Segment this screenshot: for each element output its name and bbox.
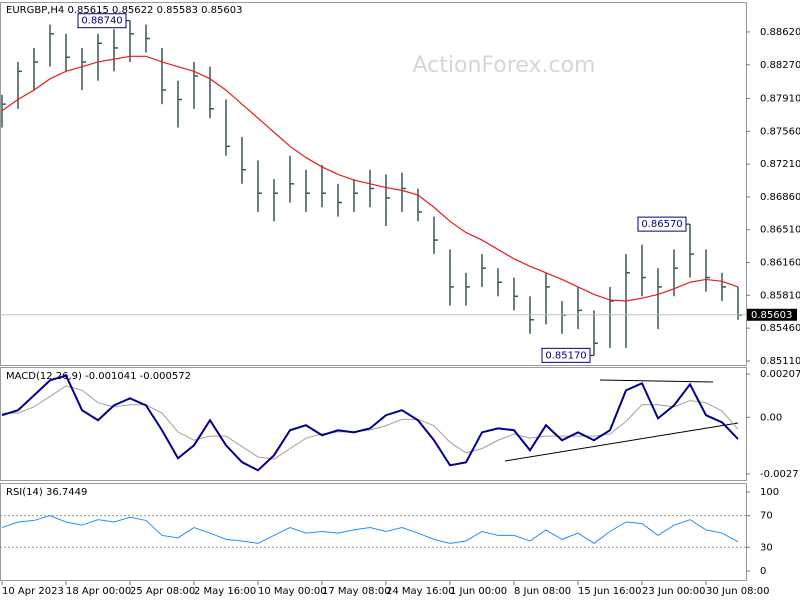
y-tick-label: 0.86160 <box>760 258 800 269</box>
pane-title: MACD(12,26,9) <box>6 371 82 382</box>
x-tick-label: 1 Jun 00:00 <box>450 586 507 597</box>
x-tick-label: 10 Apr 2023 <box>2 586 64 597</box>
y-tick-label: -0.002716 <box>760 469 800 480</box>
annotation-label: 0.85170 <box>545 350 586 361</box>
trend-line <box>504 422 739 462</box>
pane-title: EURGBP,H4 <box>6 5 64 16</box>
x-tick-label: 17 May 08:00 <box>322 586 391 597</box>
y-tick-label: 0.86510 <box>760 225 800 236</box>
y-tick-label: 0.85810 <box>760 290 800 301</box>
x-tick-label: 10 May 00:00 <box>258 586 327 597</box>
rsi-pane <box>0 483 747 581</box>
x-tick-label: 23 Jun 00:00 <box>642 586 706 597</box>
x-tick-label: 18 Apr 00:00 <box>66 586 131 597</box>
x-tick-label: 15 Jun 16:00 <box>578 586 642 597</box>
x-tick-label: 30 Jun 08:00 <box>706 586 770 597</box>
pane-header: RSI(14) 36.7449 <box>6 487 87 498</box>
y-tick-label: 0.88620 <box>760 27 800 38</box>
last-price-label: 0.85603 <box>751 310 792 321</box>
watermark: ActionForex.com <box>413 53 596 78</box>
pane-header: EURGBP,H4 0.85615 0.85622 0.85583 0.8560… <box>6 5 242 16</box>
last-price-box <box>747 308 797 321</box>
y-tick-label: 0.87910 <box>760 94 800 105</box>
annotation-box <box>77 13 127 29</box>
y-tick-label: 0.87560 <box>760 126 800 137</box>
y-tick-label: 0.86860 <box>760 192 800 203</box>
annotation-label: 0.88740 <box>81 16 122 27</box>
y-tick-label: 0.85110 <box>760 356 800 367</box>
y-tick-label: 30 <box>760 542 773 553</box>
pane-title: RSI(14) <box>6 487 43 498</box>
x-tick-label: 25 Apr 08:00 <box>130 586 195 597</box>
y-tick-label: 0.00 <box>760 412 782 423</box>
macd-signal <box>2 385 739 460</box>
annotation-box <box>637 216 687 232</box>
rsi-line <box>1 515 739 544</box>
y-tick-label: 70 <box>760 511 773 522</box>
y-tick-label: 0.85460 <box>760 323 800 334</box>
annotation-label: 0.86570 <box>641 219 682 230</box>
macd-pane <box>0 367 747 481</box>
annotation-box <box>541 347 591 363</box>
y-tick-label: 0.88270 <box>760 60 800 71</box>
header-value: 0.85622 <box>112 5 153 16</box>
x-tick-label: 8 Jun 08:00 <box>514 586 571 597</box>
trend-line <box>599 379 714 383</box>
header-value: 0.85615 <box>67 5 108 16</box>
pane-header: MACD(12,26,9) -0.001041 -0.000572 <box>6 371 191 382</box>
macd-main <box>1 374 739 472</box>
y-tick-label: 0.002074 <box>760 369 800 380</box>
x-tick-label: 24 May 16:00 <box>386 586 455 597</box>
moving-average <box>1 55 739 302</box>
header-value: -0.000572 <box>140 371 191 382</box>
x-tick-label: 2 May 16:00 <box>194 586 256 597</box>
header-value: 0.85583 <box>157 5 198 16</box>
y-tick-label: 100 <box>760 487 779 498</box>
header-value: -0.001041 <box>85 371 136 382</box>
header-value: 36.7449 <box>46 487 87 498</box>
y-tick-label: 0.87210 <box>760 159 800 170</box>
header-value: 0.85603 <box>201 5 242 16</box>
price-pane <box>0 2 747 366</box>
y-tick-label: 0 <box>760 566 766 577</box>
